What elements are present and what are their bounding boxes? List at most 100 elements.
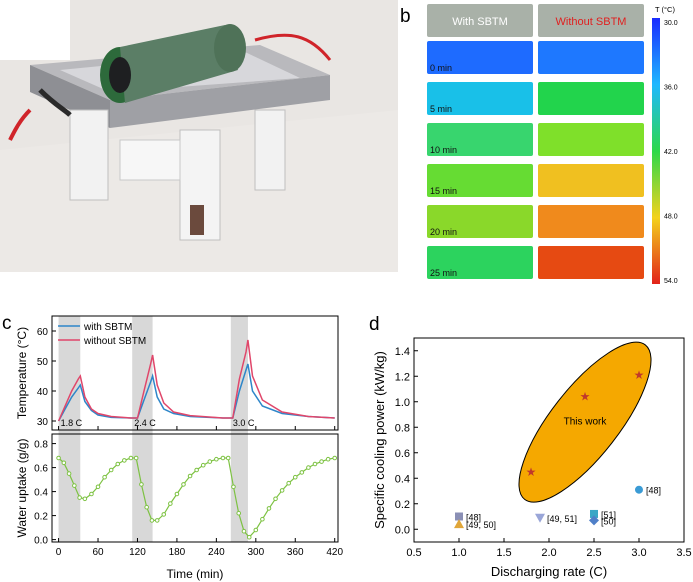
x-axis-label: Time (min) <box>167 567 224 581</box>
x-tick-label: 60 <box>92 547 104 558</box>
bottom-plot-frame <box>51 433 339 543</box>
x-tick-label: 360 <box>287 547 304 558</box>
shaded-band <box>230 316 248 542</box>
thermal-cell-without <box>538 82 644 115</box>
data-point <box>187 473 193 479</box>
reference-label: [49, 51] <box>547 514 577 524</box>
chart-c: 30 40 50 60 0.0 0.2 0.4 0.6 0.8 0 60 120 180 240 300 36… <box>15 315 343 581</box>
y-tick-label: 40 <box>37 387 49 398</box>
x-tick-label: 120 <box>129 547 146 558</box>
data-point <box>306 465 311 470</box>
data-point <box>82 496 88 502</box>
colorbar-title: T (°C) <box>655 5 675 14</box>
data-point <box>77 495 82 500</box>
thermal-header-label: With SBTM <box>452 16 508 28</box>
thermal-cell-with <box>427 246 533 279</box>
y-tick-label: 0.6 <box>34 464 48 475</box>
data-point <box>231 484 236 490</box>
x-tick-label: 3.5 <box>676 547 691 559</box>
data-point <box>181 482 186 487</box>
x-tick-label: 3.0 <box>631 547 646 559</box>
legend-label: with SBTM <box>83 322 132 333</box>
y-axis-label: Specific cooling power (kW/kg) <box>372 351 387 529</box>
reference-label: [49, 50] <box>466 520 496 530</box>
this-work-label: This work <box>564 417 608 428</box>
data-point <box>102 474 107 480</box>
reference-label: [50] <box>601 516 616 526</box>
data-point <box>207 459 213 464</box>
reference-marker <box>455 512 463 521</box>
data-point <box>292 474 298 480</box>
data-point <box>122 458 127 463</box>
thermal-cell-with <box>427 205 533 238</box>
thermal-cell-without <box>538 205 644 238</box>
y-tick-label: 0.2 <box>395 499 410 511</box>
y-tick-label: 0.0 <box>395 524 410 536</box>
y-tick-label: 0.4 <box>34 488 48 499</box>
rate-annotation: 3.0 C <box>233 418 255 428</box>
y-tick-label: 30 <box>37 417 49 428</box>
this-work-point: ★ <box>634 368 645 382</box>
data-point <box>332 455 338 461</box>
y-tick-label: 0.6 <box>395 448 410 460</box>
thermal-cell-without <box>538 164 644 197</box>
data-point <box>273 496 278 502</box>
thermal-time-label: 15 min <box>430 186 457 196</box>
data-point <box>260 516 265 522</box>
data-point <box>144 504 149 510</box>
thermal-header-bg <box>538 4 644 37</box>
data-point <box>220 455 226 461</box>
y-tick-label: 0.0 <box>34 536 48 547</box>
y-tick-label: 0.8 <box>395 422 410 434</box>
x-tick-label: 1.5 <box>496 547 511 559</box>
reference-marker <box>454 519 464 529</box>
colorbar-tick-label: 30.0 <box>664 20 678 27</box>
data-point <box>108 467 114 473</box>
data-point <box>286 480 291 486</box>
thermal-header-bg <box>427 4 533 37</box>
data-point <box>161 512 167 517</box>
panel-label-b: b <box>400 6 411 27</box>
this-work-point: ★ <box>526 465 537 479</box>
series-line <box>57 363 335 422</box>
panel-label-d: d <box>369 314 380 335</box>
data-point <box>56 455 61 461</box>
data-point <box>299 470 305 475</box>
y-tick-label: 0.4 <box>395 473 410 485</box>
thermal-cell-without <box>538 41 644 74</box>
y-tick-label: 0.8 <box>34 440 48 451</box>
data-point <box>154 518 160 523</box>
data-point <box>168 501 173 506</box>
y-tick-label: 1.0 <box>395 397 410 409</box>
x-tick-label: 0.5 <box>406 547 421 559</box>
y-axis-label-bottom: Water uptake (g/g) <box>15 439 29 538</box>
data-point <box>241 528 247 534</box>
y-axis-label-top: Temperature (°C) <box>15 327 29 419</box>
thermal-cell-without <box>538 123 644 156</box>
thermal-time-label: 0 min <box>430 63 452 73</box>
chart-d: 0.5 1.0 1.5 2.0 2.5 3.0 3.5 0.0 0.2 0.4 0.6 0.8 1.0 1… <box>372 337 692 579</box>
y-tick-label: 1.4 <box>395 346 410 358</box>
rate-annotation: 1.8 C <box>61 418 83 428</box>
x-tick-label: 2.0 <box>541 547 556 559</box>
shaded-band <box>132 316 153 542</box>
thermal-cell-with <box>427 164 533 197</box>
colorbar-tick-label: 42.0 <box>664 149 678 156</box>
reference-marker <box>589 515 599 526</box>
colorbar <box>652 18 660 284</box>
data-point <box>194 467 199 473</box>
data-point <box>115 461 121 467</box>
x-tick-label: 0 <box>56 547 62 558</box>
data-point <box>61 460 67 466</box>
reference-marker <box>635 485 643 494</box>
data-point <box>225 455 231 461</box>
data-point <box>133 455 139 461</box>
x-tick-label: 180 <box>169 547 186 558</box>
panel-label-c: c <box>2 313 12 334</box>
colorbar-tick-label: 48.0 <box>664 214 678 221</box>
x-tick-label: 2.5 <box>586 547 601 559</box>
thermal-cell-with <box>427 41 533 74</box>
data-point <box>139 482 144 487</box>
data-point <box>72 483 77 488</box>
y-tick-label: 1.2 <box>395 371 410 383</box>
